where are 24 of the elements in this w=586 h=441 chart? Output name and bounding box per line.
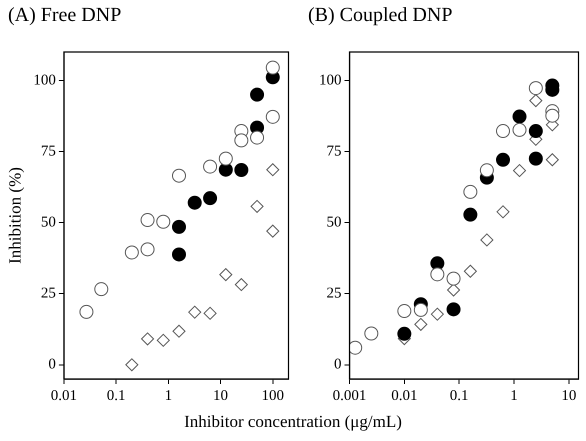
x-tick-label: 1 <box>510 388 518 404</box>
y-tick-label: 100 <box>319 72 342 88</box>
y-tick-label: 0 <box>48 356 56 373</box>
x-tick-label: 0.001 <box>332 388 366 404</box>
chart-title: (B) Coupled DNP <box>308 4 452 27</box>
x-tick-label: 10 <box>213 388 228 404</box>
x-tick-label: 1 <box>164 388 172 404</box>
chart-title: (A) Free DNP <box>8 4 122 27</box>
x-axis-title: Inhibitor concentration (μg/mL) <box>183 412 403 432</box>
x-tick-label: 0.01 <box>391 388 418 404</box>
y-axis-title: Inhibition (%) <box>6 167 25 264</box>
x-tick-label: 0.01 <box>50 388 78 404</box>
y-tick-label: 25 <box>40 286 56 302</box>
y-tick-label: 100 <box>33 72 56 88</box>
y-tick-label: 75 <box>326 143 342 160</box>
y-tick-label: 50 <box>326 214 342 231</box>
y-tick-label: 0 <box>334 356 342 373</box>
y-tick-label: 25 <box>326 286 342 302</box>
y-tick-label: 50 <box>40 214 56 231</box>
x-tick-label: 0.1 <box>450 388 469 404</box>
x-tick-label: 100 <box>262 388 284 404</box>
x-tick-label: 0.1 <box>106 388 126 404</box>
y-tick-label: 75 <box>40 143 56 160</box>
x-tick-label: 10 <box>561 388 576 404</box>
